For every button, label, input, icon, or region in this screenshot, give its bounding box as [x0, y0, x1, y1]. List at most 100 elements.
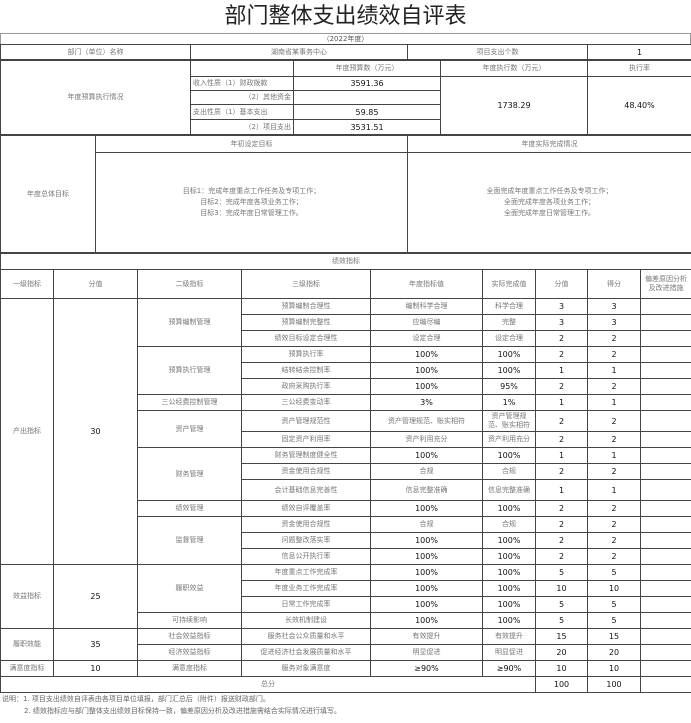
score: 5 — [535, 564, 588, 581]
score: 15 — [535, 628, 588, 645]
deviation-analysis — [639, 548, 691, 565]
score-got: 2 — [587, 431, 641, 448]
column-header: 年度指标值 — [370, 269, 483, 299]
deviation-analysis — [639, 330, 691, 347]
score-got: 3 — [587, 314, 641, 331]
third-level-indicator: 年度业务工作完成率 — [241, 580, 371, 597]
third-level-indicator: 结转结余控制率 — [241, 362, 371, 379]
target-value: 100% — [370, 362, 483, 379]
deviation-analysis — [639, 516, 691, 533]
total-got: 100 — [587, 676, 641, 693]
goal-line: 全面完成年度各项业务工作； — [504, 198, 595, 206]
done-goals-header: 年度实际完成情况 — [407, 135, 691, 153]
empty-cell — [190, 60, 294, 77]
indicators-section-label: 绩效指标 — [0, 253, 691, 270]
column-header: 得分 — [587, 269, 641, 299]
score: 10 — [535, 660, 588, 677]
table-row: 日常工作完成率 100% 100% 5 5 — [1, 596, 691, 613]
actual-value: 资产利用充分 — [482, 431, 536, 448]
budget-row-value: 3591.36 — [293, 76, 441, 91]
column-header: 分值 — [535, 269, 588, 299]
score-got: 3 — [587, 298, 641, 315]
deviation-analysis — [639, 314, 691, 331]
column-header: 实际完成值 — [482, 269, 536, 299]
column-header: 二级指标 — [137, 269, 242, 299]
third-level-indicator: 年度重点工作完成率 — [241, 564, 371, 581]
total-row: 总分 100 100 — [0, 676, 691, 693]
score: 2 — [535, 548, 588, 565]
score: 3 — [535, 314, 588, 331]
score: 2 — [535, 500, 588, 517]
deviation-analysis — [639, 447, 691, 464]
second-level-indicator: 三公经费控制管理 — [137, 394, 242, 411]
score: 5 — [535, 596, 588, 613]
actual-value: 资产管理规范、账实相符 — [482, 410, 536, 432]
score: 2 — [535, 516, 588, 533]
target-value: 合规 — [370, 516, 483, 533]
goals-section-label: 年度总体目标 — [0, 135, 96, 253]
target-value: 资产利用充分 — [370, 431, 483, 448]
first-level-indicator: 履职效能 — [0, 628, 54, 661]
actual-value: 1% — [482, 394, 536, 411]
column-header: 三级指标 — [241, 269, 371, 299]
table-row: 监督管理 资金使用合规性 合规 合规 2 2 — [1, 516, 691, 565]
deviation-analysis — [639, 463, 691, 480]
third-level-indicator: 绩效自评覆盖率 — [241, 500, 371, 517]
target-value: 100% — [370, 564, 483, 581]
score: 1 — [535, 394, 588, 411]
third-level-indicator: 财务管理制度健全性 — [241, 447, 371, 464]
deviation-analysis — [639, 362, 691, 379]
first-level-score: 25 — [53, 564, 138, 629]
score-got: 2 — [587, 346, 641, 363]
target-value: 明显促进 — [370, 644, 483, 661]
actual-value: 100% — [482, 447, 536, 464]
page-title: 部门整体支出绩效自评表 — [224, 4, 467, 29]
score-got: 20 — [587, 644, 641, 661]
score: 2 — [535, 431, 588, 448]
target-value: 资产管理规范、账实相符 — [370, 410, 483, 432]
deviation-analysis — [639, 660, 691, 677]
target-value: 编制科学合理 — [370, 298, 483, 315]
target-value: 100% — [370, 580, 483, 597]
set-goals: 目标1：完成年度重点工作任务及专项工作； 目标2：完成年度各项业务工作； 目标3… — [95, 152, 408, 253]
first-level-indicator: 效益指标 — [0, 564, 54, 629]
third-level-indicator: 资金使用合规性 — [241, 516, 371, 533]
first-level-indicator: 满意度指标 — [0, 660, 54, 677]
score-got: 2 — [587, 548, 641, 565]
year-label: （2022年度） — [0, 33, 691, 44]
first-level-indicator: 产出指标 — [0, 298, 54, 565]
score: 1 — [535, 447, 588, 464]
score-got: 5 — [587, 596, 641, 613]
table-row: 问题整改落实率 100% 100% 2 2 — [1, 532, 691, 549]
target-value: 100% — [370, 612, 483, 629]
total-label: 总分 — [0, 676, 536, 693]
third-level-indicator: 预算执行率 — [241, 346, 371, 363]
score-got: 10 — [587, 660, 641, 677]
actual-value: 设定合理 — [482, 330, 536, 347]
total-score: 100 — [535, 676, 588, 693]
score-got: 1 — [587, 447, 641, 464]
deviation-analysis — [639, 431, 691, 448]
third-level-indicator: 固定资产利用率 — [241, 431, 371, 448]
exec-value: 1738.29 — [440, 76, 588, 135]
actual-value: 100% — [482, 362, 536, 379]
actual-value: 合规 — [482, 516, 536, 533]
actual-value: ≥90% — [482, 660, 536, 677]
third-level-indicator: 信息公开执行率 — [241, 548, 371, 565]
score-got: 2 — [587, 532, 641, 549]
third-level-indicator: 服务对象满意度 — [241, 660, 371, 677]
third-level-indicator: 促进经济社会发展质量和水平 — [241, 644, 371, 661]
second-level-indicator: 经济效益指标 — [137, 644, 242, 661]
actual-value: 明显促进 — [482, 644, 536, 661]
actual-value: 100% — [482, 346, 536, 363]
score: 2 — [535, 463, 588, 480]
unit-table: 部门（单位）名称 湖南省某事务中心 项目支出个数 1 — [0, 44, 691, 60]
unit-name: 湖南省某事务中心 — [190, 44, 408, 60]
deviation-analysis — [639, 580, 691, 597]
count-label: 项目支出个数 — [407, 44, 588, 60]
table-row: 会计基础信息完善性 信息完整准确 信息完整准确 1 1 — [1, 479, 691, 501]
third-level-indicator: 资金使用合规性 — [241, 463, 371, 480]
budget-row-value: 59.85 — [293, 104, 441, 120]
target-value: 有效提升 — [370, 628, 483, 645]
